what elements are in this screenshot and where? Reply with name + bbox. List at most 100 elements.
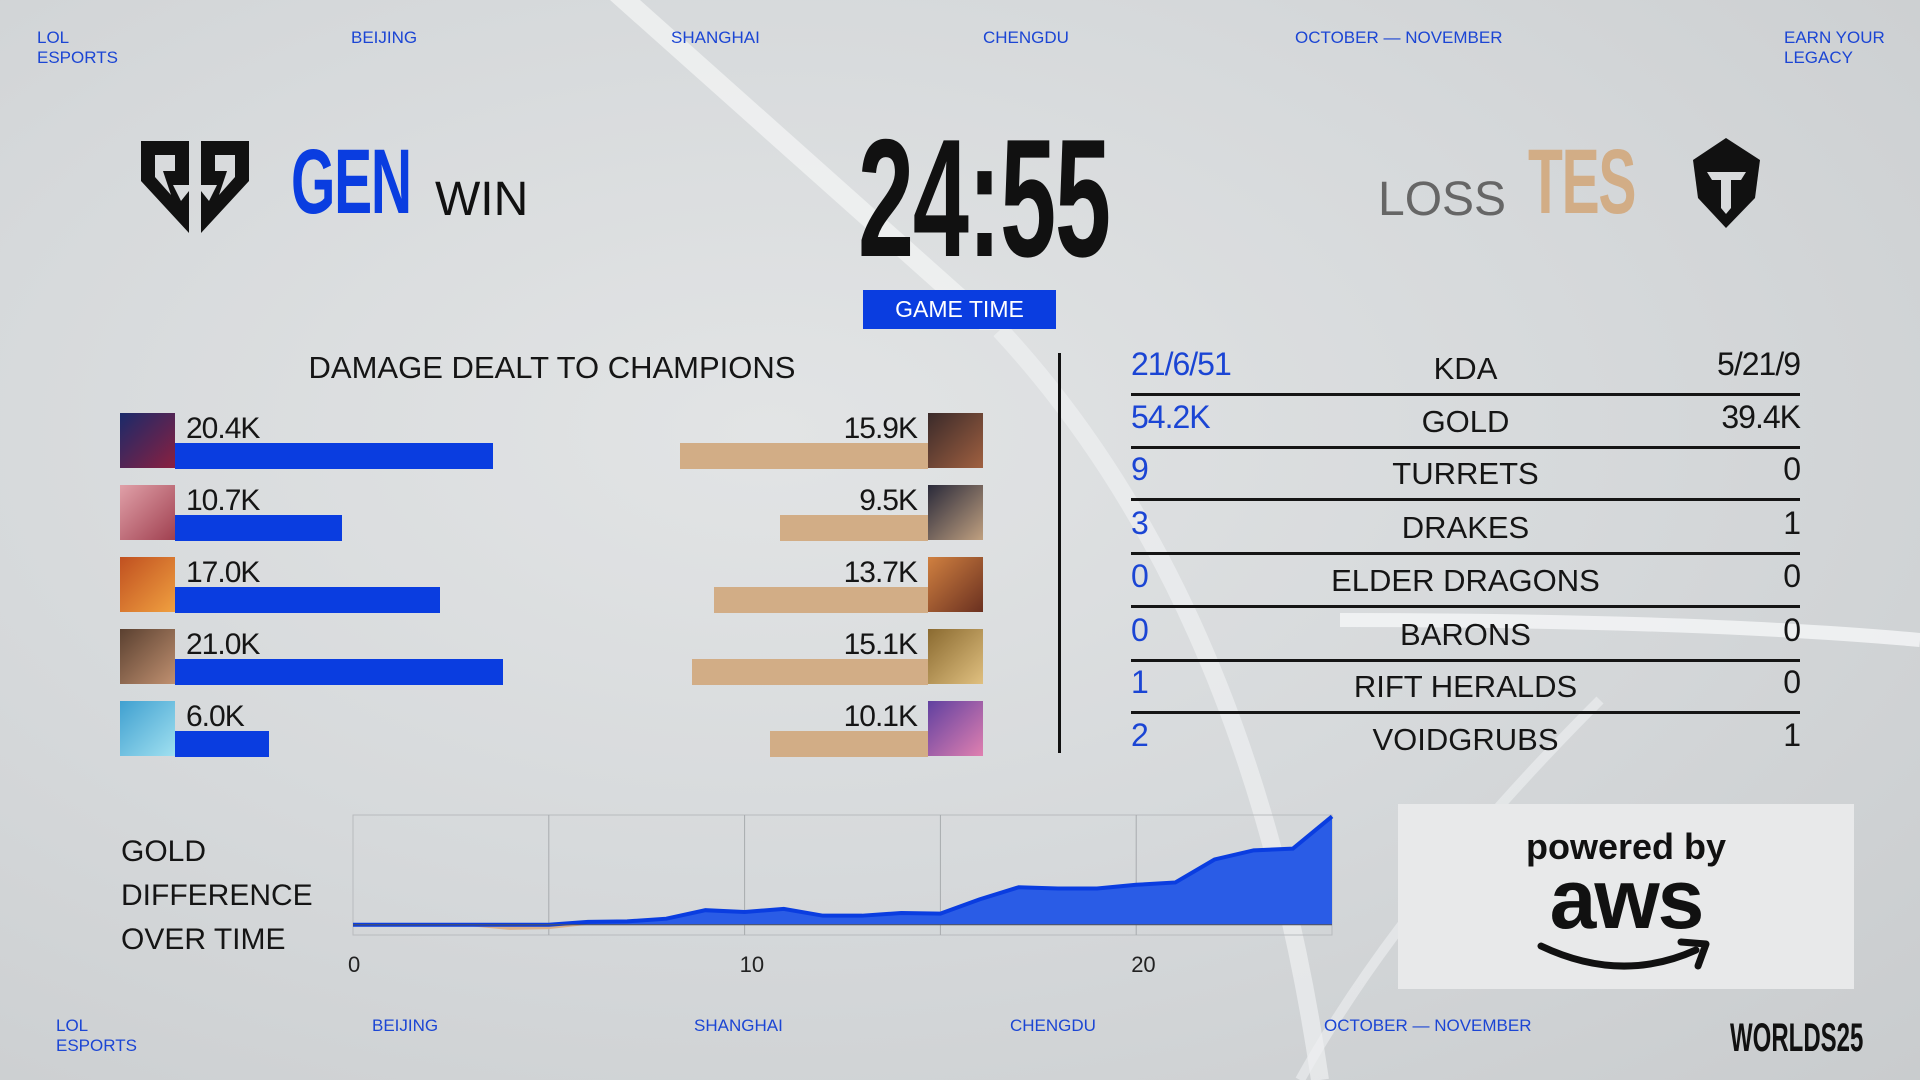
aws-smile-arrow-icon xyxy=(1537,938,1710,970)
gold-difference-chart: 0 10 20 xyxy=(348,814,1334,977)
tes-champion-portrait xyxy=(928,413,983,468)
stat-tes-value: 39.4K xyxy=(1721,399,1801,435)
x-tick-label: 0 xyxy=(348,952,360,977)
gen-champion-portrait xyxy=(120,629,175,684)
stat-gen-value: 2 xyxy=(1131,717,1149,753)
tes-damage-label: 9.5K xyxy=(859,484,918,517)
gen-champion-portrait xyxy=(120,701,175,756)
footer-dates: OCTOBER — NOVEMBER xyxy=(1324,1016,1532,1035)
x-tick-label: 20 xyxy=(1131,952,1155,977)
stat-row: 0 ELDER DRAGONS 0 xyxy=(1131,550,1801,603)
stat-gen-value: 0 xyxy=(1131,558,1149,594)
stat-divider xyxy=(1131,605,1800,608)
nav-lol-esports: LOL ESPORTS xyxy=(37,28,118,67)
stat-divider xyxy=(1131,552,1800,555)
gen-damage-bar xyxy=(175,515,342,541)
stat-tes-value: 5/21/9 xyxy=(1717,346,1801,382)
stat-tes-value: 1 xyxy=(1783,505,1801,541)
gold-chart-title: GOLD DIFFERENCE OVER TIME xyxy=(121,830,313,962)
sponsor-powered-by: powered by xyxy=(1525,826,1727,867)
tes-damage-bar xyxy=(679,443,928,469)
damage-title: DAMAGE DEALT TO CHAMPIONS xyxy=(308,350,796,385)
nav-beijing: BEIJING xyxy=(351,28,418,47)
stat-label: ELDER DRAGONS xyxy=(1331,563,1600,598)
stat-tes-value: 0 xyxy=(1783,558,1801,594)
gen-damage-label: 10.7K xyxy=(186,484,260,517)
stat-row: 0 BARONS 0 xyxy=(1131,604,1801,657)
team-right-name: TES xyxy=(1528,131,1636,233)
tes-damage-label: 15.1K xyxy=(843,628,918,661)
stat-gen-value: 1 xyxy=(1131,664,1149,700)
stat-row: 9 TURRETS 0 xyxy=(1131,443,1801,496)
gen-champion-portrait xyxy=(120,557,175,612)
stat-divider xyxy=(1131,711,1800,714)
tes-damage-bar xyxy=(714,587,928,613)
team-left-result: WIN xyxy=(435,173,529,226)
tes-damage-label: 10.1K xyxy=(843,700,918,733)
stat-label: RIFT HERALDS xyxy=(1353,669,1578,704)
stat-label: VOIDGRUBS xyxy=(1372,722,1559,757)
gen-damage-bar xyxy=(175,731,269,757)
stat-gen-value: 0 xyxy=(1131,612,1149,648)
stat-label: KDA xyxy=(1433,351,1498,386)
footer-chengdu: CHENGDU xyxy=(1010,1016,1096,1035)
sponsor-panel: powered by aws xyxy=(1398,804,1854,989)
gen-damage-label: 6.0K xyxy=(186,700,245,733)
stat-row: 21/6/51 KDA 5/21/9 xyxy=(1131,338,1801,391)
section-divider xyxy=(1058,353,1061,753)
game-timer: 24:55 xyxy=(858,104,1111,292)
stat-gen-value: 21/6/51 xyxy=(1131,346,1232,382)
gold-title-line: DIFFERENCE xyxy=(121,879,313,912)
tes-damage-label: 15.9K xyxy=(843,412,918,445)
gen-damage-bar xyxy=(175,443,494,469)
stat-row: 54.2K GOLD 39.4K xyxy=(1131,391,1801,444)
worlds-25-logo: WORLDS25 xyxy=(1730,1016,1864,1060)
tes-damage-bar xyxy=(692,659,928,685)
gold-title-line: OVER TIME xyxy=(121,923,286,956)
stat-row: 2 VOIDGRUBS 1 xyxy=(1131,709,1801,762)
aws-logo: aws xyxy=(1549,852,1705,946)
stat-tes-value: 1 xyxy=(1783,717,1801,753)
gen-damage-label: 17.0K xyxy=(186,556,260,589)
nav-earn-your-legacy: EARN YOUR LEGACY xyxy=(1784,28,1885,67)
team-left-name: GEN xyxy=(291,131,412,233)
stat-tes-value: 0 xyxy=(1783,451,1801,487)
gen-g-logo-icon xyxy=(141,141,249,233)
stat-divider xyxy=(1131,498,1800,501)
stat-label: BARONS xyxy=(1400,617,1531,652)
stat-label: TURRETS xyxy=(1392,456,1539,491)
game-time-label: GAME TIME xyxy=(863,290,1056,329)
gen-damage-label: 21.0K xyxy=(186,628,260,661)
stat-divider xyxy=(1131,659,1800,662)
gold-lead-area xyxy=(353,816,1332,925)
stat-tes-value: 0 xyxy=(1783,664,1801,700)
footer-shanghai: SHANGHAI xyxy=(694,1016,783,1035)
stat-gen-value: 3 xyxy=(1131,505,1149,541)
nav-dates: OCTOBER — NOVEMBER xyxy=(1295,28,1503,47)
stat-row: 1 RIFT HERALDS 0 xyxy=(1131,656,1801,709)
stat-label: DRAKES xyxy=(1401,510,1530,545)
x-tick-label: 10 xyxy=(740,952,764,977)
stat-gen-value: 9 xyxy=(1131,451,1149,487)
stat-label: GOLD xyxy=(1421,404,1510,439)
gen-damage-bar xyxy=(175,587,441,613)
stat-divider xyxy=(1131,393,1800,396)
gen-damage-bar xyxy=(175,659,503,685)
gen-damage-label: 20.4K xyxy=(186,412,260,445)
tes-champion-portrait xyxy=(928,701,983,756)
stat-gen-value: 54.2K xyxy=(1131,399,1211,435)
tes-damage-bar xyxy=(770,731,928,757)
footer-lol-esports: LOL ESPORTS xyxy=(56,1016,137,1055)
footer-beijing: BEIJING xyxy=(372,1016,439,1035)
tes-champion-portrait xyxy=(928,485,983,540)
tes-champion-portrait xyxy=(928,557,983,612)
tes-damage-label: 13.7K xyxy=(843,556,918,589)
gen-champion-portrait xyxy=(120,485,175,540)
stat-divider xyxy=(1131,446,1800,449)
tes-logo-icon xyxy=(1693,138,1760,228)
tes-champion-portrait xyxy=(928,629,983,684)
gen-champion-portrait xyxy=(120,413,175,468)
team-right-result: LOSS xyxy=(1378,173,1507,226)
stat-tes-value: 0 xyxy=(1783,612,1801,648)
